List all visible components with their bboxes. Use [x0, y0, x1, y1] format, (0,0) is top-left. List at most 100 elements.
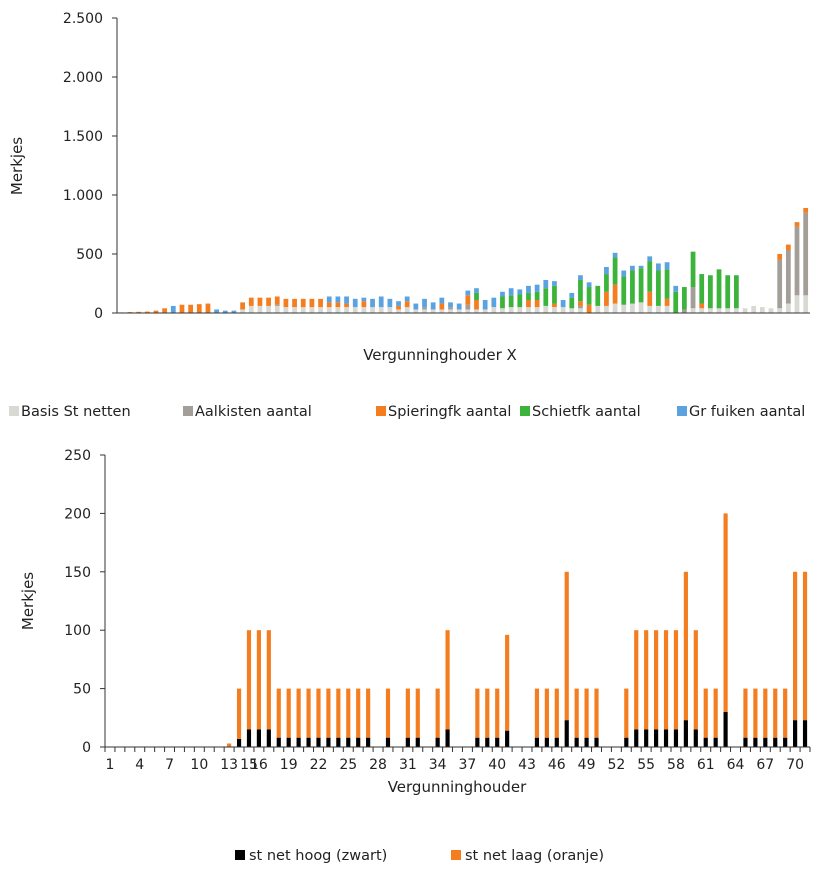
- top-bar-68-series-3: [699, 274, 705, 304]
- top-bar-58-series-0: [612, 303, 618, 313]
- top-bar-55-series-2: [586, 304, 592, 313]
- bottom-bar-19-series-1: [286, 688, 291, 738]
- bottom-bar-26-series-1: [356, 688, 361, 738]
- bottom-bar-29-series-0: [385, 737, 391, 747]
- top-bar-57-series-3: [604, 274, 609, 292]
- top-bar-46-series-3: [508, 295, 514, 308]
- bottom-bar-47-series-1: [564, 571, 569, 721]
- top-bar-44-series-0: [491, 307, 497, 313]
- top-bar-45-series-4: [500, 291, 505, 297]
- bottom-legend-label: st net hoog (zwart): [249, 848, 387, 864]
- bottom-y-tick-label: 250: [64, 448, 91, 464]
- bottom-bar-49-series-1: [584, 688, 589, 738]
- bottom-bar-46-series-1: [554, 688, 559, 738]
- bottom-bar-61-series-0: [703, 737, 708, 747]
- bottom-x-tick-label: 19: [280, 757, 298, 773]
- top-bar-31-series-0: [378, 307, 384, 313]
- top-bar-41-series-4: [465, 290, 471, 296]
- top-bar-67-series-1: [690, 287, 696, 309]
- bottom-bar-50-series-0: [594, 737, 599, 747]
- top-bar-36-series-4: [422, 298, 427, 308]
- bottom-bar-71-series-0: [802, 720, 808, 747]
- bottom-bar-18-series-1: [276, 688, 281, 738]
- bottom-bar-55-series-1: [644, 630, 649, 730]
- top-bar-30-series-0: [370, 307, 375, 313]
- top-y-tick-label: 2.500: [63, 11, 103, 27]
- bottom-x-tick-label: 28: [369, 757, 387, 773]
- bottom-bar-22-series-1: [316, 688, 321, 738]
- top-bar-75-series-0: [759, 307, 765, 313]
- bottom-bar-44-series-1: [534, 688, 540, 738]
- top-x-axis-label: Vergunninghouder X: [363, 346, 517, 364]
- top-bar-26-series-2: [335, 302, 341, 308]
- bottom-bar-68-series-1: [773, 688, 778, 738]
- top-bar-62-series-3: [647, 261, 653, 292]
- bottom-bar-39-series-0: [485, 737, 490, 747]
- bottom-bar-56-series-1: [654, 630, 659, 730]
- top-bar-19-series-1: [274, 304, 280, 306]
- top-bar-11-series-2: [205, 303, 211, 313]
- bottom-x-tick-label: 1: [106, 757, 115, 773]
- bottom-y-tick-label: 150: [64, 565, 91, 581]
- bottom-x-tick-label: 40: [488, 757, 506, 773]
- bottom-bar-24-series-0: [336, 737, 341, 747]
- top-bar-43-series-4: [482, 300, 488, 310]
- top-legend-label: Gr fuiken aantal: [689, 404, 805, 420]
- bottom-bar-38-series-1: [475, 688, 480, 738]
- bottom-bar-45-series-1: [544, 688, 549, 738]
- top-bar-54-series-0: [578, 308, 583, 313]
- top-bar-64-series-2: [664, 298, 670, 306]
- bottom-x-tick-label: 70: [786, 757, 804, 773]
- top-bar-66-series-3: [682, 287, 687, 310]
- top-bar-21-series-2: [292, 298, 297, 308]
- top-bar-54-series-1: [578, 305, 583, 309]
- top-bar-70-series-0: [716, 308, 722, 313]
- top-bar-64-series-3: [664, 269, 670, 299]
- top-bar-64-series-0: [664, 305, 670, 313]
- bottom-x-tick-label: 49: [578, 757, 596, 773]
- top-bar-32-series-4: [387, 298, 393, 308]
- top-bar-38-series-0: [439, 309, 445, 313]
- top-bar-72-series-0: [733, 308, 739, 313]
- top-bar-40-series-0: [456, 309, 462, 313]
- top-bar-61-series-0: [638, 302, 644, 313]
- bottom-bar-56-series-0: [654, 729, 659, 747]
- top-bar-53-series-3: [569, 297, 575, 309]
- top-bar-46-series-0: [508, 307, 514, 313]
- top-bar-47-series-0: [517, 307, 523, 313]
- top-bar-33-series-0: [396, 309, 401, 313]
- top-bar-47-series-4: [517, 289, 523, 295]
- top-legend-swatch: [520, 406, 530, 416]
- top-bar-30-series-4: [370, 298, 375, 308]
- top-bar-28-series-0: [352, 307, 358, 313]
- top-bar-51-series-2: [552, 303, 557, 308]
- top-bar-44-series-4: [491, 297, 497, 308]
- top-bar-62-series-0: [647, 305, 653, 313]
- bottom-bar-23-series-0: [326, 737, 331, 747]
- top-legend: Basis St netten Aalkisten aantal Spieringf…: [9, 404, 805, 420]
- bottom-bar-34-series-0: [435, 737, 440, 747]
- bottom-bar-16-series-1: [256, 630, 261, 730]
- bottom-x-tick-label: 15: [240, 757, 258, 773]
- bottom-legend-swatch: [235, 850, 245, 860]
- top-bar-76-series-0: [768, 308, 774, 313]
- top-bar-36-series-1: [422, 307, 427, 310]
- top-bar-16-series-2: [248, 297, 254, 306]
- top-bar-53-series-0: [569, 308, 575, 313]
- top-bar-34-series-0: [404, 307, 410, 313]
- bottom-chart-bars: [227, 513, 808, 747]
- top-bar-29-series-0: [361, 307, 367, 313]
- bottom-bar-45-series-0: [544, 737, 549, 747]
- bottom-bar-41-series-0: [505, 730, 510, 747]
- top-bar-62-series-4: [647, 256, 653, 262]
- top-bar-72-series-3: [733, 275, 739, 309]
- bottom-bar-67-series-0: [763, 737, 768, 747]
- top-bar-39-series-4: [448, 302, 453, 308]
- bottom-bar-24-series-1: [336, 688, 341, 738]
- top-bar-37-series-0: [430, 309, 436, 313]
- top-bar-39-series-0: [448, 309, 453, 313]
- bottom-bar-14-series-1: [236, 688, 242, 739]
- top-bar-77-series-1: [777, 259, 783, 309]
- bottom-bar-63-series-0: [723, 711, 728, 747]
